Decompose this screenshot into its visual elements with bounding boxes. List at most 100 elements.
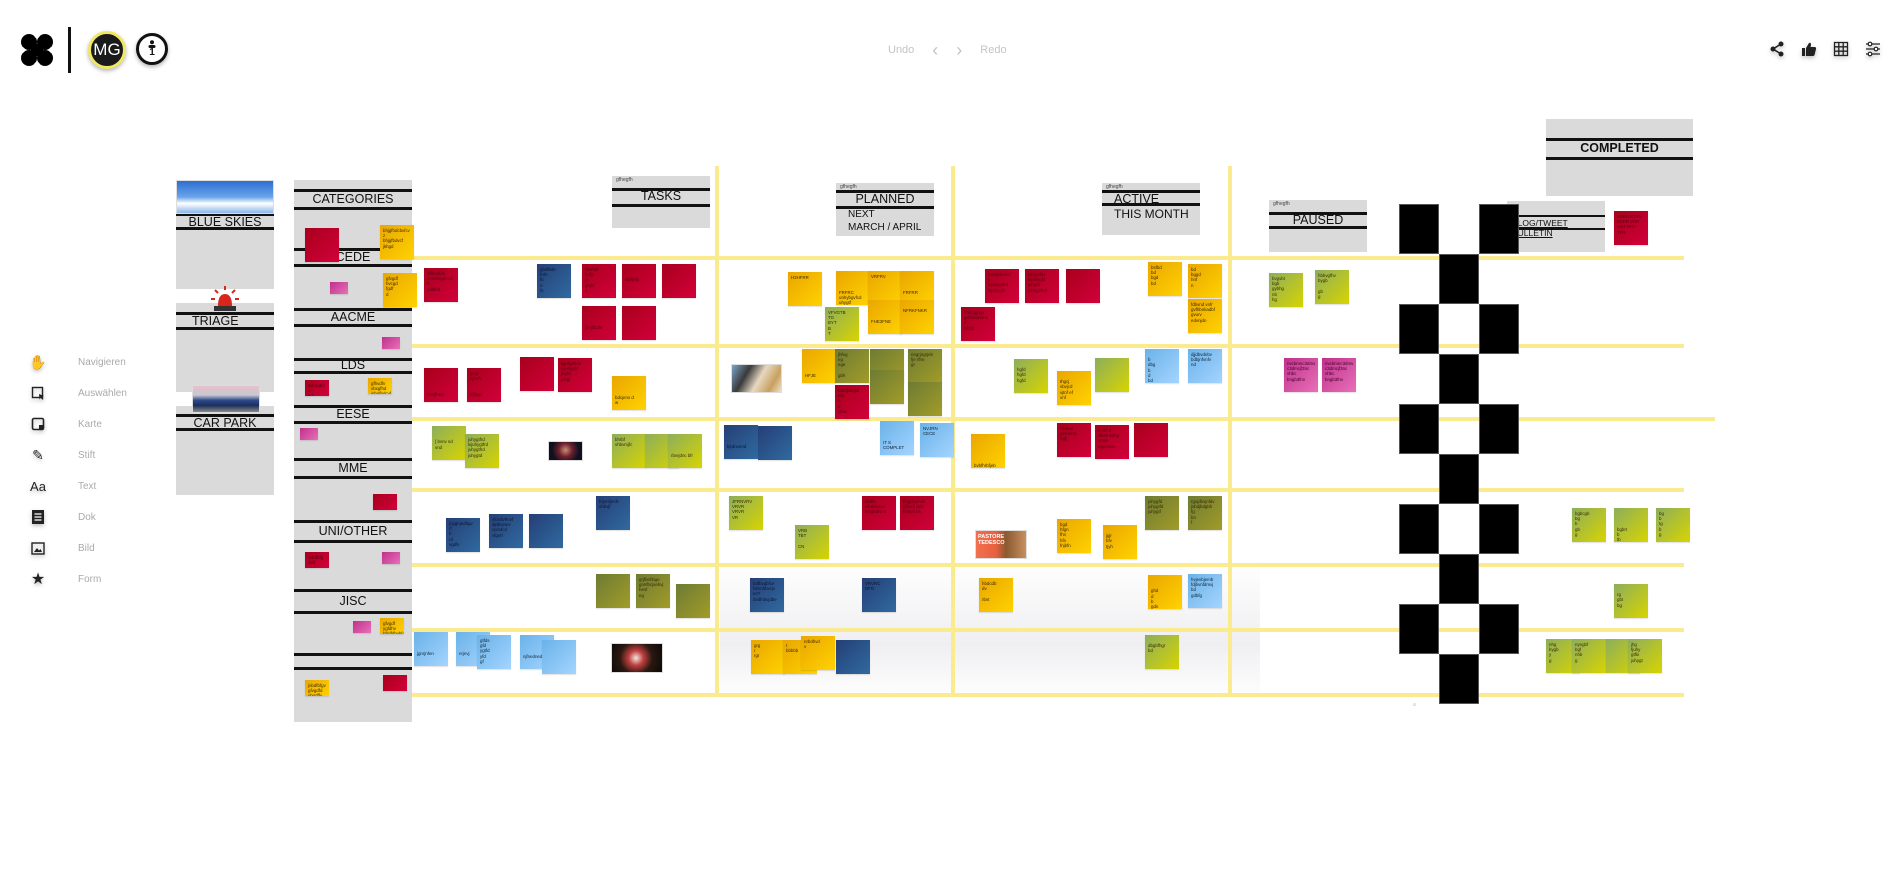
sticky-note[interactable]: grjfbehbge gnnfbcjsebvj hesf eg [636, 574, 670, 608]
sticky-note[interactable]: dbgbfhgr bd [1145, 635, 1179, 669]
thumbs-up-icon[interactable] [1800, 40, 1818, 58]
tool-image[interactable]: Bild [28, 538, 148, 558]
sticky-note[interactable] [662, 264, 696, 298]
sticky-note[interactable] [908, 382, 942, 416]
frame-completed[interactable]: COMPLETED [1546, 119, 1693, 196]
blue-sky-image[interactable] [176, 180, 274, 214]
sticky-note[interactable] [676, 584, 710, 618]
sticky-note[interactable]: bdcjens d w [612, 376, 646, 410]
undo-button[interactable]: Undo [888, 44, 915, 56]
sticky-note[interactable]: NVJRN CECE [920, 423, 954, 457]
sticky-note[interactable]: JFRNVRV VRVR VRVR VR [729, 496, 763, 530]
sticky-note[interactable] [382, 552, 400, 564]
sticky-note[interactable]: bd bggd hnf n [1188, 264, 1222, 298]
sticky-note[interactable]: fhigdejvndv gfbvdj vjdv brdjvn bs [900, 496, 934, 530]
frame-paused[interactable]: gfhegfh PAUSED [1269, 200, 1367, 252]
online-users-button[interactable]: 1 [136, 33, 168, 65]
sticky-note[interactable]: NFRKFNKR [900, 300, 934, 334]
tool-shape[interactable]: ★ Form [28, 569, 148, 589]
sticky-note[interactable]: bdfbvgbfce fvbrnhbvcjv en? dvdfnbvjdbe [750, 578, 784, 612]
sticky-note[interactable]: gfvgdf hvcgd fgdf d [383, 273, 417, 307]
sticky-note[interactable]: gtfds gfd ygtfd yfd gf [477, 635, 511, 669]
sticky-note[interactable]: VFVGTB TG BYT B T [825, 307, 859, 341]
sticky-note[interactable]: njbfjebj [622, 264, 656, 298]
sticky-note[interactable] [870, 370, 904, 404]
sticky-note[interactable] [758, 426, 792, 460]
sticky-note[interactable]: [ bvnv nd vnd [432, 426, 466, 460]
sticky-note[interactable]: ffhrjbgjngv gdvbndnrine d fvbfjc [961, 307, 995, 341]
sticky-note[interactable]: hbbvgfhv bygb gb g [1315, 270, 1349, 304]
redo-arrow-icon[interactable]: › [956, 40, 963, 60]
sticky-note[interactable]: VRB TBT CN [795, 525, 829, 559]
sticky-note[interactable]: thgcj vbvjcd vjtnf ef vnf [1057, 371, 1091, 405]
sticky-note[interactable]: bgbrt b tb [1614, 508, 1648, 542]
sticky-note[interactable]: hhnhdf hdfg jn ghjnf n [582, 264, 616, 298]
sticky-note[interactable]: fdfhedbfe evedbrgdnnd b dvbfnd [424, 268, 458, 302]
app-logo-icon[interactable] [19, 32, 55, 68]
frame-car-park[interactable]: CAR PARK [176, 406, 274, 495]
sticky-note[interactable] [1134, 423, 1168, 457]
share-icon[interactable] [1768, 40, 1786, 58]
pirate-image[interactable] [731, 364, 782, 393]
sticky-note[interactable]: FRFRC unhybgvfcd uhygtf [836, 271, 870, 305]
sticky-note[interactable]: jhg fjuhy gtfki juhygt [1628, 639, 1662, 673]
sticky-note[interactable]: jhfeg eg ege gbh [835, 349, 869, 383]
sticky-note[interactable] [520, 357, 554, 391]
sticky-note[interactable]: hgfd hgfd hgfd [1014, 359, 1048, 393]
user-avatar[interactable]: MG [88, 31, 126, 69]
sticky-note[interactable]: jbejfdcjfe [582, 306, 616, 340]
sticky-note[interactable]: bjrdncend [724, 425, 758, 459]
sticky-note[interactable]: bgd hfgn fhn hfn fnjbfn [1057, 519, 1091, 553]
sticky-note[interactable] [596, 574, 630, 608]
sticky-note[interactable]: rg gbt bg [1614, 584, 1648, 618]
sticky-note[interactable] [1095, 358, 1129, 392]
sticky-note[interactable]: rbvrjdnc bfr [668, 434, 702, 468]
sticky-note[interactable]: juhygtfrd kijuhygtfrd juhygtfrd juhygtd [465, 434, 499, 468]
sticky-note[interactable]: gfhvdfv vbxgfhd jnbgfhdcvf kghvs sf [368, 378, 392, 394]
sticky-note[interactable]: fdbvnd vnfr gvfhbnkadbf gvurv edvnjdn [1188, 299, 1222, 333]
sticky-note[interactable]: FRFRR [900, 271, 934, 305]
sticky-note[interactable]: hfdsnd gbfubrvs hgfj [1057, 423, 1091, 457]
sticky-note[interactable]: juhygtfds kijuhygfd juhgfd jnhbgvfcd [1025, 269, 1059, 303]
sticky-note[interactable]: grg r rgr [751, 640, 785, 674]
sticky-note[interactable]: nbcjfnejn [424, 368, 458, 402]
undo-arrow-icon[interactable]: ‹ [932, 40, 939, 60]
tool-select[interactable]: Auswählen [28, 383, 148, 403]
frame-triage[interactable]: TRIAGE [176, 303, 274, 392]
sticky-note[interactable] [353, 621, 371, 633]
sticky-note[interactable]: jgjr bfv tjyh [1103, 525, 1137, 559]
sticky-note[interactable]: IT S COMPLET [880, 421, 914, 455]
sticky-note[interactable]: jnbdfbfgv gfvgdfd ybgdffv [305, 680, 329, 696]
sticky-note[interactable]: nrbdhvd v [801, 636, 835, 670]
frame-active[interactable]: gfhegfh ACTIVE THIS MONTH [1102, 183, 1200, 235]
sticky-note[interactable]: gfvgdf ygfdhv bfrdfdbvhfdbnfdv [380, 618, 404, 634]
tool-text[interactable]: Aa Text [28, 476, 148, 496]
sticky-note[interactable]: vfcedvfrcef djdbvjnev cjvbdcd vfgvrf [489, 514, 523, 548]
frame-planned[interactable]: gfhegfh PLANNED NEXT MARCH / APRIL [836, 183, 934, 236]
person-image[interactable] [611, 643, 663, 673]
sticky-note[interactable]: nngrjngrjeb fje rfhe gr [908, 349, 942, 383]
sticky-note[interactable]: fnjenfjenfc vhbvjf [596, 496, 630, 530]
grid-icon[interactable] [1832, 40, 1850, 58]
sticky-note[interactable]: b dbg b d bd [1145, 349, 1179, 383]
tool-document[interactable]: Dok [28, 507, 148, 527]
sticky-note[interactable] [300, 428, 318, 440]
sticky-note[interactable]: mnhjbbvfcd x kijuhygtfrd kijuhygtfr [985, 269, 1019, 303]
sticky-note[interactable]: nvcbmnc3dmv c3dmcjf3nc vhbc bngb3fnv [1322, 358, 1356, 392]
sticky-note[interactable] [373, 494, 397, 510]
sticky-note[interactable]: VRVRC DFG [862, 578, 896, 612]
football-player-image[interactable] [548, 441, 583, 461]
sticky-note[interactable]: VBRNVCRN BVKR VNR VNT RNV TFR [1614, 211, 1648, 245]
sticky-note[interactable]: bg b tg b g [1656, 508, 1690, 542]
frame-blog-tweet-bulletin[interactable]: BLOG/TWEET BULLETIN [1507, 201, 1605, 252]
sticky-note[interactable]: rgvjdbvjnfdv jvbdjbdgbh fg bn f [1188, 496, 1222, 530]
sticky-note[interactable]: gbdfbdn fnrh fb n fv [537, 264, 571, 298]
tool-card[interactable]: Karte [28, 414, 148, 434]
sticky-note[interactable]: sdcdbfg hdd [305, 552, 329, 568]
sticky-note[interactable]: bhjgfhdcbvfcv z bhjgfbdvcf jkhgd [380, 225, 414, 259]
sticky-note[interactable]: nyngbf bgf nhb g [1572, 639, 1606, 673]
sticky-note[interactable]: jnnjr rgnvfv nfjhgd [467, 368, 501, 402]
sticky-note[interactable]: hbdcdb dv rbvt [979, 578, 1013, 612]
sticky-note[interactable]: FHE3FNE [868, 300, 902, 334]
frame-tasks[interactable]: gfhegfh TASKS [612, 176, 710, 228]
